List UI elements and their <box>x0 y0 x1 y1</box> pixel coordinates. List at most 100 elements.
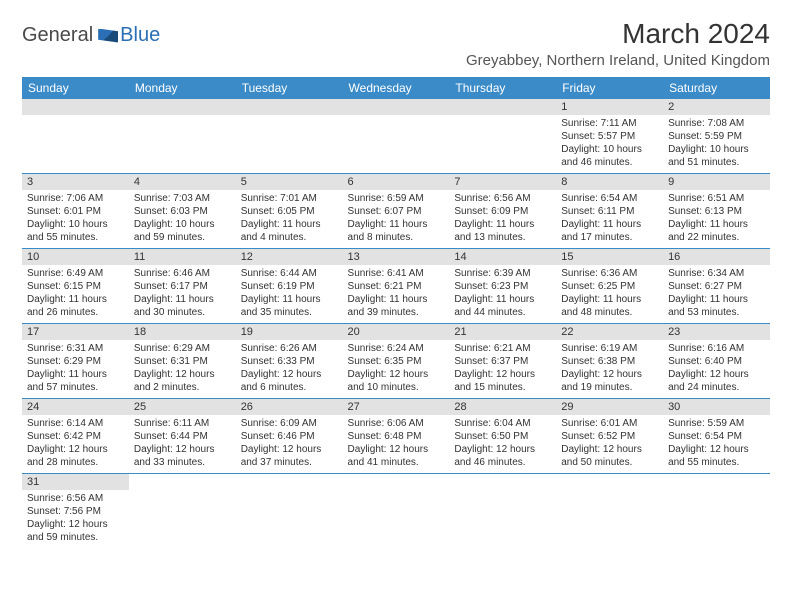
weekday-header: Friday <box>556 77 663 99</box>
calendar-day-cell: 1Sunrise: 7:11 AMSunset: 5:57 PMDaylight… <box>556 99 663 174</box>
calendar-day-cell: 10Sunrise: 6:49 AMSunset: 6:15 PMDayligh… <box>22 249 129 324</box>
calendar-day-cell: 26Sunrise: 6:09 AMSunset: 6:46 PMDayligh… <box>236 399 343 474</box>
month-title: March 2024 <box>466 18 770 50</box>
day-number: 24 <box>22 399 129 415</box>
day-content: Sunrise: 7:06 AMSunset: 6:01 PMDaylight:… <box>22 190 129 248</box>
calendar-week-row: 31Sunrise: 6:56 AMSunset: 7:56 PMDayligh… <box>22 474 770 549</box>
day-content: Sunrise: 6:14 AMSunset: 6:42 PMDaylight:… <box>22 415 129 473</box>
calendar-empty-cell <box>663 474 770 549</box>
weekday-header: Saturday <box>663 77 770 99</box>
day-number: 2 <box>663 99 770 115</box>
day-number: 5 <box>236 174 343 190</box>
calendar-day-cell: 27Sunrise: 6:06 AMSunset: 6:48 PMDayligh… <box>343 399 450 474</box>
calendar-day-cell: 29Sunrise: 6:01 AMSunset: 6:52 PMDayligh… <box>556 399 663 474</box>
day-content: Sunrise: 6:51 AMSunset: 6:13 PMDaylight:… <box>663 190 770 248</box>
calendar-body: 1Sunrise: 7:11 AMSunset: 5:57 PMDaylight… <box>22 99 770 548</box>
calendar-empty-cell <box>449 99 556 174</box>
logo-text-general: General <box>22 24 93 47</box>
calendar-day-cell: 7Sunrise: 6:56 AMSunset: 6:09 PMDaylight… <box>449 174 556 249</box>
calendar-day-cell: 3Sunrise: 7:06 AMSunset: 6:01 PMDaylight… <box>22 174 129 249</box>
day-number: 26 <box>236 399 343 415</box>
day-number: 31 <box>22 474 129 490</box>
calendar-day-cell: 30Sunrise: 5:59 AMSunset: 6:54 PMDayligh… <box>663 399 770 474</box>
day-content: Sunrise: 6:21 AMSunset: 6:37 PMDaylight:… <box>449 340 556 398</box>
day-content: Sunrise: 6:59 AMSunset: 6:07 PMDaylight:… <box>343 190 450 248</box>
calendar-empty-cell <box>22 99 129 174</box>
calendar-week-row: 1Sunrise: 7:11 AMSunset: 5:57 PMDaylight… <box>22 99 770 174</box>
calendar-day-cell: 8Sunrise: 6:54 AMSunset: 6:11 PMDaylight… <box>556 174 663 249</box>
calendar-day-cell: 17Sunrise: 6:31 AMSunset: 6:29 PMDayligh… <box>22 324 129 399</box>
day-content: Sunrise: 7:01 AMSunset: 6:05 PMDaylight:… <box>236 190 343 248</box>
day-number: 14 <box>449 249 556 265</box>
empty-daynum-bar <box>22 99 129 115</box>
day-content: Sunrise: 6:24 AMSunset: 6:35 PMDaylight:… <box>343 340 450 398</box>
calendar-day-cell: 24Sunrise: 6:14 AMSunset: 6:42 PMDayligh… <box>22 399 129 474</box>
calendar-day-cell: 19Sunrise: 6:26 AMSunset: 6:33 PMDayligh… <box>236 324 343 399</box>
day-content: Sunrise: 6:39 AMSunset: 6:23 PMDaylight:… <box>449 265 556 323</box>
day-number: 9 <box>663 174 770 190</box>
day-number: 28 <box>449 399 556 415</box>
calendar-week-row: 3Sunrise: 7:06 AMSunset: 6:01 PMDaylight… <box>22 174 770 249</box>
day-number: 16 <box>663 249 770 265</box>
calendar-empty-cell <box>343 99 450 174</box>
day-number: 19 <box>236 324 343 340</box>
calendar-day-cell: 16Sunrise: 6:34 AMSunset: 6:27 PMDayligh… <box>663 249 770 324</box>
calendar-empty-cell <box>236 474 343 549</box>
day-number: 3 <box>22 174 129 190</box>
day-content: Sunrise: 6:34 AMSunset: 6:27 PMDaylight:… <box>663 265 770 323</box>
day-number: 30 <box>663 399 770 415</box>
calendar-day-cell: 15Sunrise: 6:36 AMSunset: 6:25 PMDayligh… <box>556 249 663 324</box>
calendar-day-cell: 5Sunrise: 7:01 AMSunset: 6:05 PMDaylight… <box>236 174 343 249</box>
day-content: Sunrise: 6:31 AMSunset: 6:29 PMDaylight:… <box>22 340 129 398</box>
calendar-empty-cell <box>449 474 556 549</box>
logo: General Blue <box>22 24 160 47</box>
title-block: March 2024 Greyabbey, Northern Ireland, … <box>466 18 770 69</box>
calendar-empty-cell <box>343 474 450 549</box>
calendar-empty-cell <box>556 474 663 549</box>
empty-daynum-bar <box>236 99 343 115</box>
day-number: 22 <box>556 324 663 340</box>
day-number: 21 <box>449 324 556 340</box>
calendar-day-cell: 28Sunrise: 6:04 AMSunset: 6:50 PMDayligh… <box>449 399 556 474</box>
calendar-empty-cell <box>236 99 343 174</box>
day-number: 15 <box>556 249 663 265</box>
day-number: 4 <box>129 174 236 190</box>
empty-daynum-bar <box>129 99 236 115</box>
calendar-day-cell: 13Sunrise: 6:41 AMSunset: 6:21 PMDayligh… <box>343 249 450 324</box>
header: General Blue March 2024 Greyabbey, North… <box>22 18 770 69</box>
calendar-empty-cell <box>129 474 236 549</box>
day-number: 6 <box>343 174 450 190</box>
day-content: Sunrise: 6:19 AMSunset: 6:38 PMDaylight:… <box>556 340 663 398</box>
day-content: Sunrise: 6:11 AMSunset: 6:44 PMDaylight:… <box>129 415 236 473</box>
calendar-day-cell: 21Sunrise: 6:21 AMSunset: 6:37 PMDayligh… <box>449 324 556 399</box>
day-content: Sunrise: 6:26 AMSunset: 6:33 PMDaylight:… <box>236 340 343 398</box>
weekday-header: Thursday <box>449 77 556 99</box>
day-content: Sunrise: 6:46 AMSunset: 6:17 PMDaylight:… <box>129 265 236 323</box>
calendar-week-row: 24Sunrise: 6:14 AMSunset: 6:42 PMDayligh… <box>22 399 770 474</box>
day-number: 11 <box>129 249 236 265</box>
day-number: 18 <box>129 324 236 340</box>
day-number: 1 <box>556 99 663 115</box>
day-content: Sunrise: 6:41 AMSunset: 6:21 PMDaylight:… <box>343 265 450 323</box>
day-content: Sunrise: 6:44 AMSunset: 6:19 PMDaylight:… <box>236 265 343 323</box>
day-number: 27 <box>343 399 450 415</box>
day-content: Sunrise: 5:59 AMSunset: 6:54 PMDaylight:… <box>663 415 770 473</box>
calendar-empty-cell <box>129 99 236 174</box>
weekday-header: Wednesday <box>343 77 450 99</box>
calendar-day-cell: 14Sunrise: 6:39 AMSunset: 6:23 PMDayligh… <box>449 249 556 324</box>
day-content: Sunrise: 7:03 AMSunset: 6:03 PMDaylight:… <box>129 190 236 248</box>
calendar-day-cell: 22Sunrise: 6:19 AMSunset: 6:38 PMDayligh… <box>556 324 663 399</box>
day-number: 12 <box>236 249 343 265</box>
weekday-header: Monday <box>129 77 236 99</box>
weekday-header: Sunday <box>22 77 129 99</box>
day-content: Sunrise: 6:01 AMSunset: 6:52 PMDaylight:… <box>556 415 663 473</box>
day-number: 8 <box>556 174 663 190</box>
day-number: 13 <box>343 249 450 265</box>
day-content: Sunrise: 6:29 AMSunset: 6:31 PMDaylight:… <box>129 340 236 398</box>
weekday-header: Tuesday <box>236 77 343 99</box>
calendar-day-cell: 23Sunrise: 6:16 AMSunset: 6:40 PMDayligh… <box>663 324 770 399</box>
day-number: 29 <box>556 399 663 415</box>
day-content: Sunrise: 6:56 AMSunset: 6:09 PMDaylight:… <box>449 190 556 248</box>
empty-daynum-bar <box>343 99 450 115</box>
calendar-day-cell: 11Sunrise: 6:46 AMSunset: 6:17 PMDayligh… <box>129 249 236 324</box>
